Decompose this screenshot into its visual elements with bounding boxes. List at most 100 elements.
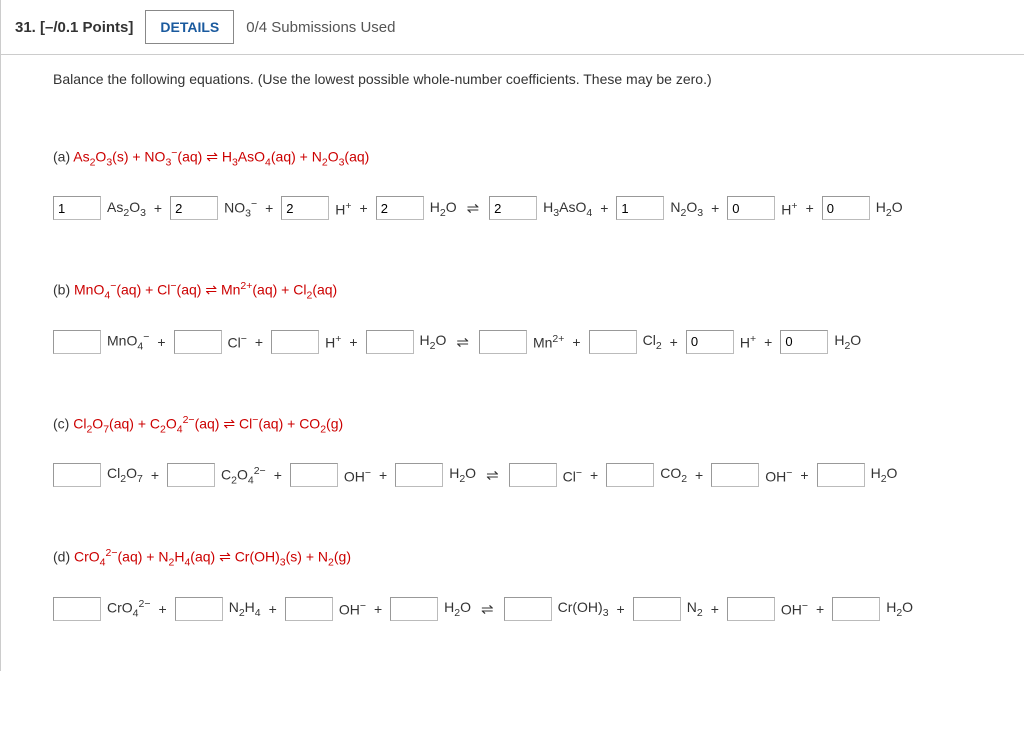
coef-b-1[interactable] [53,330,101,354]
part-d-inputs: CrO42−+ N2H4+ OH−+ H2O ⇌ Cr(OH)3+ N2+ OH… [53,597,984,621]
term-h2o: H2O [449,465,476,485]
details-button[interactable]: DETAILS [145,10,234,44]
equilibrium-arrow-icon: ⇌ [477,600,498,618]
term-oh-r: OH− [765,467,792,485]
term-h2o: H2O [444,599,471,619]
term-mn2: Mn2+ [533,333,564,351]
part-b-label: (b) [53,282,74,298]
term-hplus-r: H+ [781,200,797,218]
term-hplus: H+ [325,333,341,351]
plus-icon: + [358,200,370,216]
coef-b-7[interactable] [686,330,734,354]
coef-d-5[interactable] [504,597,552,621]
term-co2: CO2 [660,465,687,485]
part-b: (b) MnO4−(aq) + Cl−(aq) ⇌ Mn2+(aq) + Cl2… [53,280,984,353]
term-h2o-r: H2O [886,599,913,619]
term-n2o3: N2O3 [670,199,703,219]
plus-icon: + [709,200,721,216]
coef-d-4[interactable] [390,597,438,621]
coef-d-8[interactable] [832,597,880,621]
part-a-label: (a) [53,149,73,165]
equilibrium-arrow-icon: ⇌ [452,333,473,351]
coef-a-2[interactable] [170,196,218,220]
coef-b-8[interactable] [780,330,828,354]
plus-icon: + [155,334,167,350]
coef-c-8[interactable] [817,463,865,487]
plus-icon: + [668,334,680,350]
plus-icon: + [157,601,169,617]
plus-icon: + [588,467,600,483]
coef-b-3[interactable] [271,330,319,354]
part-d: (d) CrO42−(aq) + N2H4(aq) ⇌ Cr(OH)3(s) +… [53,547,984,620]
coef-a-1[interactable] [53,196,101,220]
term-h2o-r: H2O [871,465,898,485]
term-no3: NO3− [224,198,257,219]
coef-c-4[interactable] [395,463,443,487]
coef-a-7[interactable] [727,196,775,220]
equilibrium-arrow-icon: ⇌ [463,199,484,217]
part-a-inputs: As2O3+ NO3−+ H++ H2O ⇌ H3AsO4+ N2O3+ H++… [53,196,984,220]
term-cl2: Cl2 [643,332,662,352]
question-header: 31. [–/0.1 Points] DETAILS 0/4 Submissio… [1,0,1024,55]
plus-icon: + [272,467,284,483]
plus-icon: + [347,334,359,350]
term-h2o: H2O [430,199,457,219]
coef-a-4[interactable] [376,196,424,220]
part-a-equation: (a) As2O3(s) + NO3−(aq) ⇌ H3AsO4(aq) + N… [53,147,984,168]
coef-a-8[interactable] [822,196,870,220]
coef-d-1[interactable] [53,597,101,621]
equilibrium-arrow-icon: ⇌ [482,466,503,484]
term-hplus-r: H+ [740,333,756,351]
part-d-equation: (d) CrO42−(aq) + N2H4(aq) ⇌ Cr(OH)3(s) +… [53,547,984,568]
part-c: (c) Cl2O7(aq) + C2O42−(aq) ⇌ Cl−(aq) + C… [53,414,984,487]
term-n2h4: N2H4 [229,599,261,619]
coef-c-3[interactable] [290,463,338,487]
coef-b-5[interactable] [479,330,527,354]
coef-c-5[interactable] [509,463,557,487]
plus-icon: + [149,467,161,483]
term-h2o: H2O [420,332,447,352]
submissions-used: 0/4 Submissions Used [246,19,395,36]
part-c-inputs: Cl2O7 + C2O42− + OH− + H2O ⇌ Cl− + CO2 + OH− +… [53,463,984,487]
term-cro4: CrO42− [107,598,151,619]
question-container: 31. [–/0.1 Points] DETAILS 0/4 Submissio… [0,0,1024,671]
term-h2o-r: H2O [834,332,861,352]
plus-icon: + [615,601,627,617]
term-n2: N2 [687,599,703,619]
plus-icon: + [267,601,279,617]
coef-b-4[interactable] [366,330,414,354]
plus-icon: + [152,200,164,216]
term-croh3: Cr(OH)3 [558,599,609,619]
coef-c-2[interactable] [167,463,215,487]
coef-c-1[interactable] [53,463,101,487]
plus-icon: + [377,467,389,483]
coef-d-7[interactable] [727,597,775,621]
coef-b-6[interactable] [589,330,637,354]
term-h3aso4: H3AsO4 [543,199,592,219]
term-as2o3: As2O3 [107,199,146,219]
plus-icon: + [709,601,721,617]
coef-c-6[interactable] [606,463,654,487]
term-cl-r: Cl− [563,467,582,485]
part-d-label: (d) [53,549,74,565]
coef-a-3[interactable] [281,196,329,220]
part-a: (a) As2O3(s) + NO3−(aq) ⇌ H3AsO4(aq) + N… [53,147,984,220]
coef-c-7[interactable] [711,463,759,487]
coef-b-2[interactable] [174,330,222,354]
coef-d-6[interactable] [633,597,681,621]
coef-a-5[interactable] [489,196,537,220]
plus-icon: + [804,200,816,216]
coef-d-2[interactable] [175,597,223,621]
term-oh: OH− [339,600,366,618]
coef-d-3[interactable] [285,597,333,621]
term-c2o4: C2O42− [221,465,266,486]
plus-icon: + [693,467,705,483]
term-h2o-r: H2O [876,199,903,219]
plus-icon: + [570,334,582,350]
part-c-equation: (c) Cl2O7(aq) + C2O42−(aq) ⇌ Cl−(aq) + C… [53,414,984,435]
plus-icon: + [798,467,810,483]
term-cl2o7: Cl2O7 [107,465,143,485]
term-oh: OH− [344,467,371,485]
part-b-equation: (b) MnO4−(aq) + Cl−(aq) ⇌ Mn2+(aq) + Cl2… [53,280,984,301]
coef-a-6[interactable] [616,196,664,220]
